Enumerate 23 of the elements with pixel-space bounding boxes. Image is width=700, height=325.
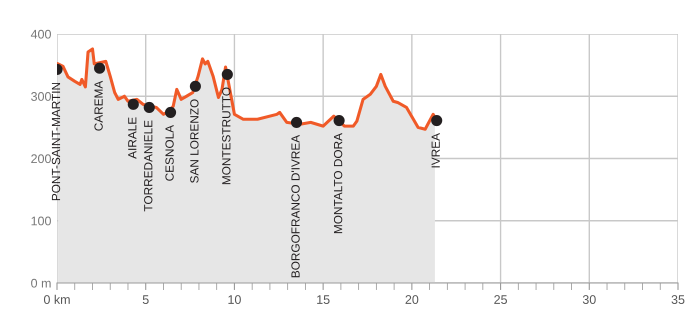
annotation: MONTALTO DORA (334, 133, 342, 234)
annotation: PONT-SAINT-MARTIN (52, 82, 60, 200)
x-tick-label: 35 (672, 295, 684, 304)
x-tick-label: 5 (142, 295, 149, 304)
x-tick-label: 20 (406, 295, 418, 304)
x-tick-label: 25 (494, 295, 507, 304)
y-tick-label: 200 (31, 154, 51, 164)
annotation: CAREMA (94, 80, 103, 131)
annotation: CESNOLA (165, 124, 174, 181)
x-tick-label: 0 km (44, 294, 70, 304)
x-tick-label: 30 (582, 295, 596, 304)
annotation: IVREA (432, 133, 440, 168)
y-tick-label: 400 (30, 30, 51, 39)
y-tick-label: 0 m (31, 278, 51, 288)
annotation: BORGOFRANCO D'IVREA (291, 134, 300, 278)
annotation: SAN LORENZO (190, 99, 199, 183)
y-tick-label: 100 (32, 216, 51, 226)
x-tick-label: 10 (228, 295, 241, 304)
y-tick-label: 300 (31, 92, 51, 101)
x-tick-label: 15 (317, 295, 330, 304)
annotation: TORREDANIELE (144, 120, 152, 212)
annotation: AIRALE (128, 117, 136, 159)
annotation: MONTESTRUTTO (222, 88, 230, 184)
